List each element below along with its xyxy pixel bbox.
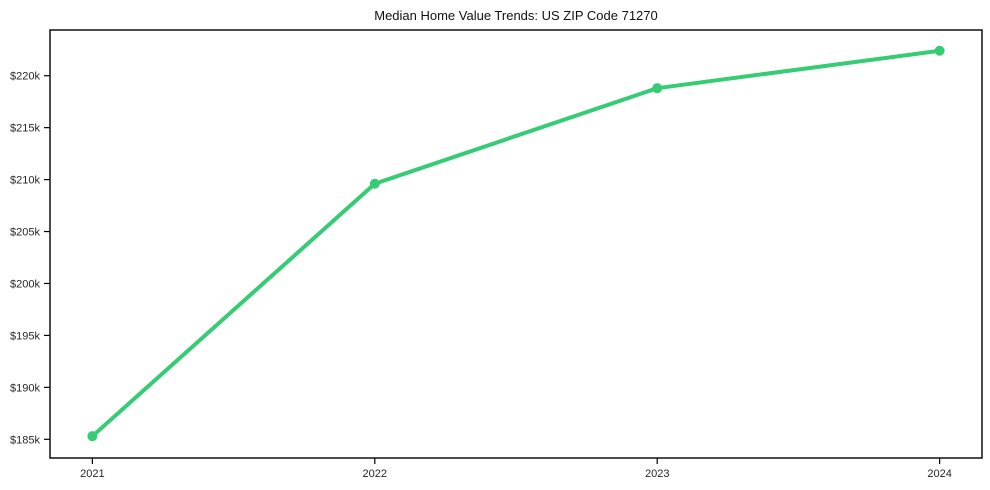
y-tick-label: $220k	[10, 71, 40, 83]
chart-title: Median Home Value Trends: US ZIP Code 71…	[374, 8, 658, 23]
y-tick-label: $195k	[10, 330, 40, 342]
y-tick-label: $185k	[10, 434, 40, 446]
data-point-marker	[934, 45, 945, 56]
x-tick-label: 2023	[645, 468, 669, 480]
y-tick-label: $200k	[10, 278, 40, 290]
y-tick-label: $210k	[10, 175, 40, 187]
x-tick-label: 2024	[927, 468, 951, 480]
x-tick-label: 2022	[363, 468, 387, 480]
y-tick-label: $190k	[10, 382, 40, 394]
data-point-marker	[369, 178, 380, 189]
series-line	[90, 48, 942, 439]
y-tick-label: $205k	[10, 227, 40, 239]
data-point-marker	[87, 431, 98, 442]
y-tick-label: $215k	[10, 123, 40, 135]
data-point-marker	[652, 83, 663, 94]
plot-border	[49, 29, 983, 459]
x-tick-label: 2021	[80, 468, 104, 480]
